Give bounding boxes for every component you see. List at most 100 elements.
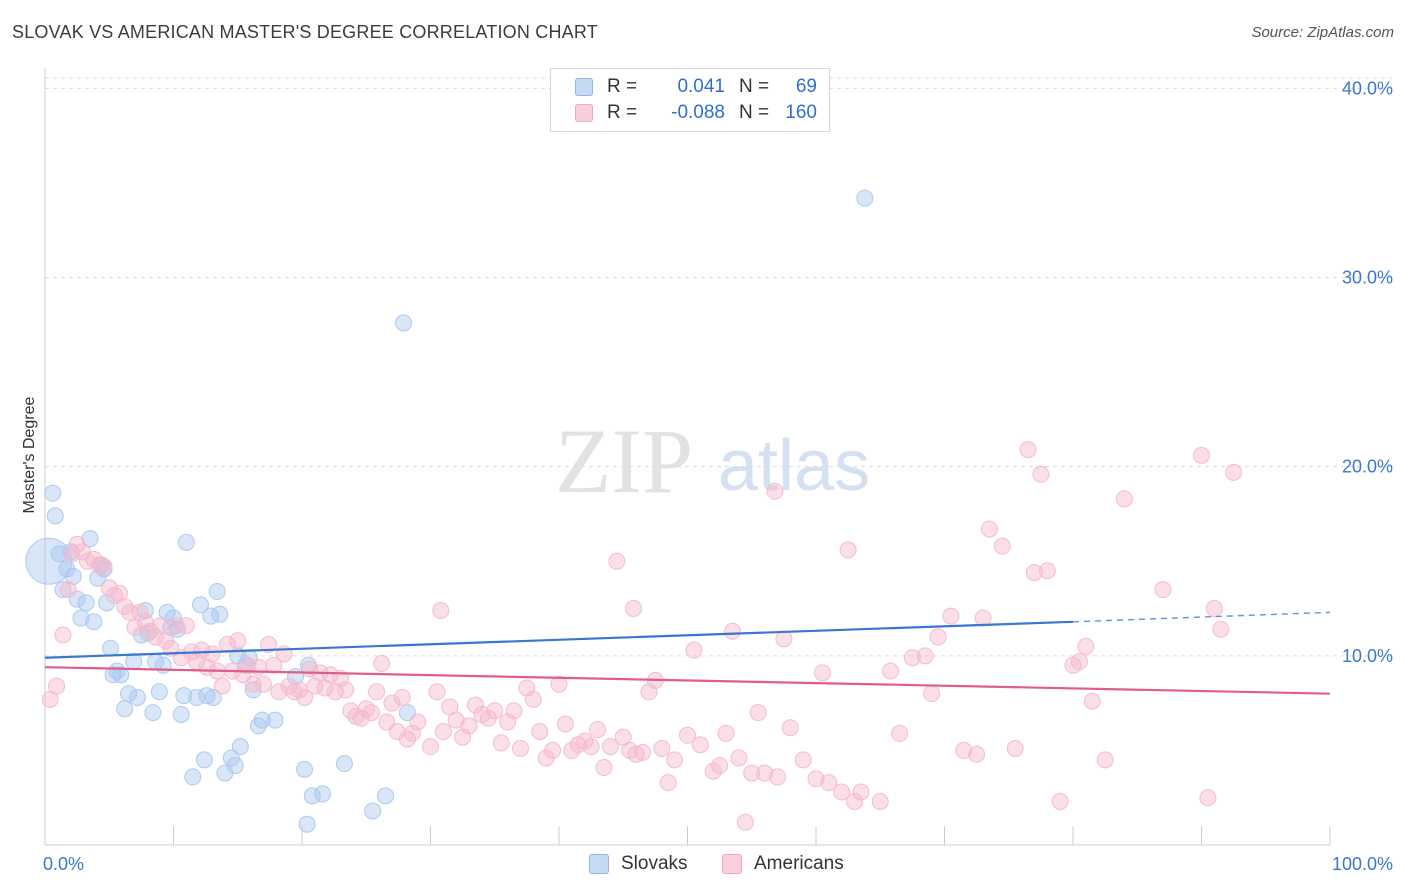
data-point-americans bbox=[254, 675, 272, 693]
data-point-americans bbox=[968, 745, 986, 763]
data-point-slovaks bbox=[112, 666, 130, 684]
data-point-americans bbox=[1019, 441, 1037, 459]
watermark-atlas: atlas bbox=[718, 426, 870, 506]
legend-item-americans[interactable]: Americans bbox=[722, 850, 844, 878]
data-point-americans bbox=[980, 520, 998, 538]
data-point-slovaks bbox=[856, 189, 874, 207]
data-point-slovaks bbox=[335, 755, 353, 773]
data-point-slovaks bbox=[208, 583, 226, 601]
data-point-americans bbox=[1032, 465, 1050, 483]
data-point-slovaks bbox=[129, 688, 147, 706]
data-point-americans bbox=[942, 607, 960, 625]
data-point-americans bbox=[466, 696, 484, 714]
data-point-americans bbox=[582, 738, 600, 756]
r-label: R = bbox=[607, 102, 638, 123]
data-point-slovaks bbox=[154, 656, 172, 674]
data-point-americans bbox=[121, 603, 139, 621]
data-point-slovaks bbox=[150, 683, 168, 701]
data-point-americans bbox=[244, 675, 262, 693]
slovaks-swatch bbox=[575, 78, 593, 96]
data-point-americans bbox=[337, 681, 355, 699]
data-point-americans bbox=[679, 726, 696, 744]
data-point-americans bbox=[685, 641, 703, 659]
data-point-americans bbox=[492, 734, 510, 752]
data-point-americans bbox=[373, 654, 391, 672]
data-point-americans bbox=[1077, 637, 1095, 655]
data-point-americans bbox=[95, 558, 113, 576]
n-label: N = bbox=[739, 76, 770, 97]
data-point-americans bbox=[723, 622, 741, 640]
data-point-americans bbox=[1006, 740, 1024, 758]
data-point-americans bbox=[218, 635, 236, 653]
data-point-americans bbox=[711, 757, 729, 775]
data-point-americans bbox=[1115, 490, 1133, 508]
data-point-americans bbox=[432, 601, 450, 619]
data-point-slovaks bbox=[77, 594, 95, 612]
data-point-americans bbox=[1199, 789, 1217, 807]
data-point-slovaks bbox=[188, 688, 206, 706]
data-point-slovaks bbox=[44, 484, 62, 502]
data-point-americans bbox=[659, 774, 677, 792]
data-point-slovaks bbox=[54, 581, 72, 599]
data-point-americans bbox=[131, 603, 149, 621]
data-point-americans bbox=[260, 635, 278, 653]
data-point-americans bbox=[316, 679, 334, 697]
data-point-slovaks bbox=[314, 785, 332, 803]
data-point-americans bbox=[595, 758, 613, 776]
series-slovaks-points bbox=[25, 189, 874, 833]
data-point-americans bbox=[1070, 653, 1088, 671]
n-value: 160 bbox=[785, 102, 817, 123]
data-point-americans bbox=[306, 677, 324, 695]
data-point-americans bbox=[625, 600, 643, 618]
data-point-americans bbox=[265, 656, 283, 674]
data-point-americans bbox=[393, 688, 411, 706]
data-point-americans bbox=[352, 709, 370, 727]
data-point-americans bbox=[404, 724, 422, 742]
trend-line-slovaks bbox=[44, 620, 1074, 659]
data-point-americans bbox=[1083, 692, 1101, 710]
legend-item-slovaks[interactable]: Slovaks bbox=[589, 850, 688, 878]
data-point-americans bbox=[589, 721, 607, 739]
data-point-slovaks bbox=[195, 751, 213, 769]
data-point-slovaks bbox=[244, 681, 262, 699]
data-point-americans bbox=[730, 749, 748, 767]
data-point-americans bbox=[1193, 446, 1210, 464]
data-point-americans bbox=[846, 792, 864, 810]
chart-title: SLOVAK VS AMERICAN MASTER'S DEGREE CORRE… bbox=[12, 22, 598, 42]
data-point-americans bbox=[505, 702, 523, 720]
data-point-americans bbox=[1038, 562, 1056, 580]
data-point-americans bbox=[54, 626, 72, 644]
data-point-americans bbox=[955, 741, 973, 759]
data-point-americans bbox=[434, 723, 452, 741]
data-point-slovaks bbox=[364, 802, 382, 820]
data-point-americans bbox=[193, 641, 211, 659]
data-point-americans bbox=[749, 704, 767, 722]
y-axis-label: Master's Degree bbox=[21, 396, 38, 513]
data-point-americans bbox=[167, 617, 185, 635]
n-value: 69 bbox=[795, 76, 817, 97]
data-point-americans bbox=[422, 738, 439, 756]
data-point-americans bbox=[531, 723, 549, 741]
data-point-americans bbox=[229, 632, 247, 650]
data-point-americans bbox=[1025, 564, 1043, 582]
x-tick-label: 100.0% bbox=[1332, 854, 1393, 874]
y-tick-label: 30.0% bbox=[1342, 268, 1393, 288]
data-point-slovaks bbox=[191, 596, 209, 614]
data-point-americans bbox=[807, 770, 825, 788]
watermark-zip: ZIP bbox=[555, 410, 693, 512]
data-point-slovaks bbox=[226, 757, 244, 775]
legend-label-americans: Americans bbox=[754, 853, 844, 874]
data-point-americans bbox=[1225, 463, 1243, 481]
data-point-americans bbox=[929, 628, 947, 646]
data-point-americans bbox=[916, 647, 934, 665]
americans-legend-swatch bbox=[722, 854, 742, 874]
data-point-slovaks bbox=[253, 711, 271, 729]
data-point-slovaks bbox=[116, 700, 134, 718]
data-point-americans bbox=[666, 751, 684, 769]
data-point-americans bbox=[1212, 620, 1230, 638]
data-point-slovaks bbox=[81, 530, 99, 548]
data-point-americans bbox=[177, 617, 195, 635]
n-label: N = bbox=[739, 102, 770, 123]
data-point-slovaks bbox=[184, 768, 202, 786]
data-point-americans bbox=[48, 677, 66, 695]
